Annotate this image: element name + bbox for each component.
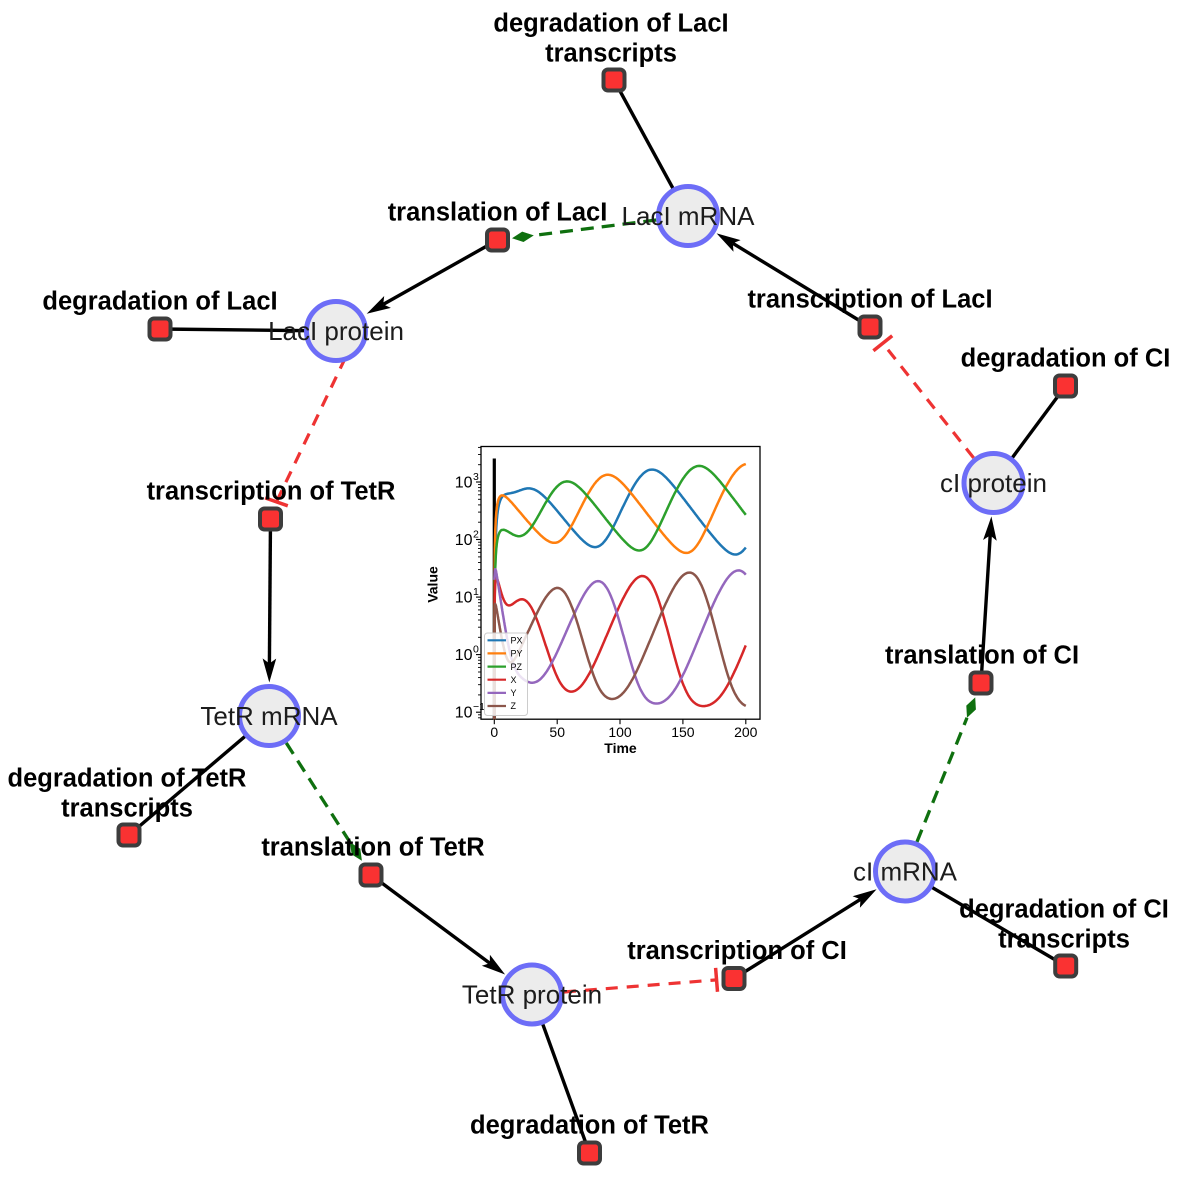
svg-text:transcripts: transcripts	[998, 926, 1130, 954]
svg-text:10: 10	[455, 532, 473, 549]
svg-text:translation of TetR: translation of TetR	[261, 834, 484, 862]
svg-text:Time: Time	[604, 740, 637, 756]
svg-text:10: 10	[455, 647, 473, 664]
svg-text:degradation of CI: degradation of CI	[961, 345, 1171, 373]
svg-text:200: 200	[734, 724, 758, 740]
svg-text:degradation of TetR: degradation of TetR	[8, 765, 247, 793]
svg-text:0: 0	[490, 724, 498, 740]
svg-text:50: 50	[549, 724, 565, 740]
svg-text:cI protein: cI protein	[940, 468, 1047, 498]
svg-text:TetR mRNA: TetR mRNA	[200, 701, 338, 731]
svg-text:PZ: PZ	[511, 662, 523, 672]
svg-text:150: 150	[671, 724, 695, 740]
svg-text:transcription of CI: transcription of CI	[627, 937, 847, 965]
svg-text:PX: PX	[511, 636, 523, 646]
svg-text:degradation of TetR: degradation of TetR	[470, 1112, 709, 1140]
svg-text:transcripts: transcripts	[545, 40, 677, 68]
svg-text:translation of CI: translation of CI	[885, 642, 1079, 670]
svg-text:LacI mRNA: LacI mRNA	[622, 201, 756, 231]
svg-text:degradation of LacI: degradation of LacI	[42, 288, 277, 316]
svg-text:0: 0	[473, 644, 479, 656]
svg-text:degradation of LacI: degradation of LacI	[493, 10, 728, 38]
svg-text:−1: −1	[473, 701, 485, 713]
svg-text:10: 10	[455, 590, 473, 607]
svg-text:3: 3	[473, 471, 479, 483]
svg-text:1: 1	[473, 586, 479, 598]
svg-text:Value: Value	[424, 566, 440, 603]
svg-text:cI mRNA: cI mRNA	[853, 857, 958, 887]
svg-text:LacI protein: LacI protein	[268, 316, 404, 346]
svg-text:100: 100	[608, 724, 632, 740]
svg-text:transcription of LacI: transcription of LacI	[747, 286, 992, 314]
svg-text:TetR protein: TetR protein	[462, 980, 602, 1010]
svg-text:PY: PY	[511, 649, 523, 659]
svg-text:2: 2	[473, 529, 479, 541]
svg-text:X: X	[511, 675, 517, 685]
svg-text:10: 10	[455, 705, 473, 722]
svg-text:10: 10	[455, 475, 473, 492]
svg-text:Z: Z	[511, 701, 517, 711]
svg-text:translation of LacI: translation of LacI	[388, 199, 608, 227]
svg-text:transcripts: transcripts	[61, 795, 193, 823]
svg-text:degradation of CI: degradation of CI	[959, 896, 1169, 924]
svg-text:Y: Y	[511, 688, 517, 698]
svg-text:transcription of TetR: transcription of TetR	[147, 478, 396, 506]
